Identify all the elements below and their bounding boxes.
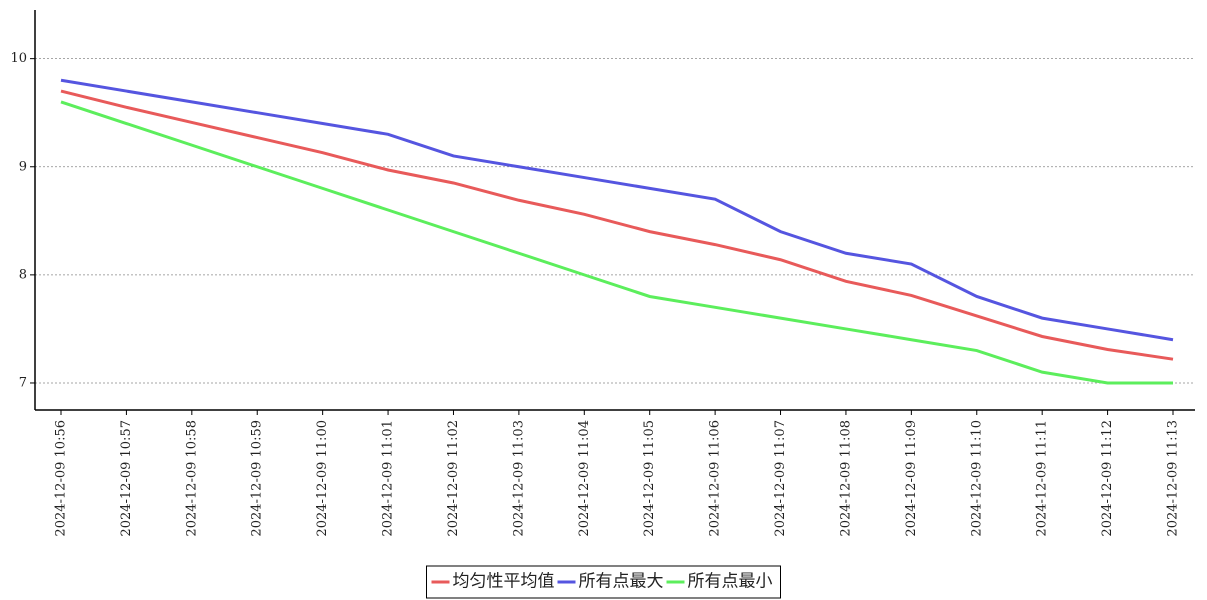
series-line [60, 89, 1174, 361]
legend-label: 均匀性平均值 [453, 572, 555, 592]
x-tick-label: 2024-12-09 11:02 [446, 420, 461, 537]
legend-label: 所有点最小 [688, 572, 773, 592]
x-tick-label: 2024-12-09 11:01 [381, 420, 396, 537]
x-tick-label: 2024-12-09 10:56 [54, 420, 69, 537]
x-tick-label: 2024-12-09 11:00 [315, 420, 330, 537]
x-tick-label: 2024-12-09 11:12 [1100, 420, 1115, 537]
x-tick-label: 2024-12-09 11:06 [708, 420, 723, 537]
x-tick-label: 2024-12-09 10:57 [119, 420, 134, 537]
x-tick-label: 2024-12-09 11:04 [577, 420, 592, 537]
y-tick-label: 8 [19, 267, 27, 282]
x-tick-label: 2024-12-09 11:13 [1166, 420, 1181, 537]
legend-box [426, 565, 781, 599]
x-tick-label: 2024-12-09 10:59 [250, 420, 265, 537]
x-tick-label: 2024-12-09 11:08 [838, 420, 853, 537]
x-tick-label: 2024-12-09 10:58 [184, 420, 199, 537]
x-tick-label: 2024-12-09 11:03 [511, 420, 526, 537]
legend: 均匀性平均值 所有点最大 所有点最小 [426, 565, 781, 599]
legend-label: 所有点最大 [579, 572, 664, 592]
x-tick-label: 2024-12-09 11:07 [773, 420, 788, 537]
x-tick-label: 2024-12-09 11:11 [1035, 420, 1050, 537]
x-tick-label: 2024-12-09 11:05 [642, 420, 657, 537]
y-tick-label: 7 [19, 375, 27, 390]
x-tick-label: 2024-12-09 11:09 [904, 420, 919, 537]
x-tick-label: 2024-12-09 11:10 [969, 420, 984, 537]
series-line [60, 78, 1174, 342]
y-tick-label: 10 [10, 51, 27, 66]
series-line [60, 100, 1173, 385]
y-tick-label: 9 [19, 159, 27, 174]
